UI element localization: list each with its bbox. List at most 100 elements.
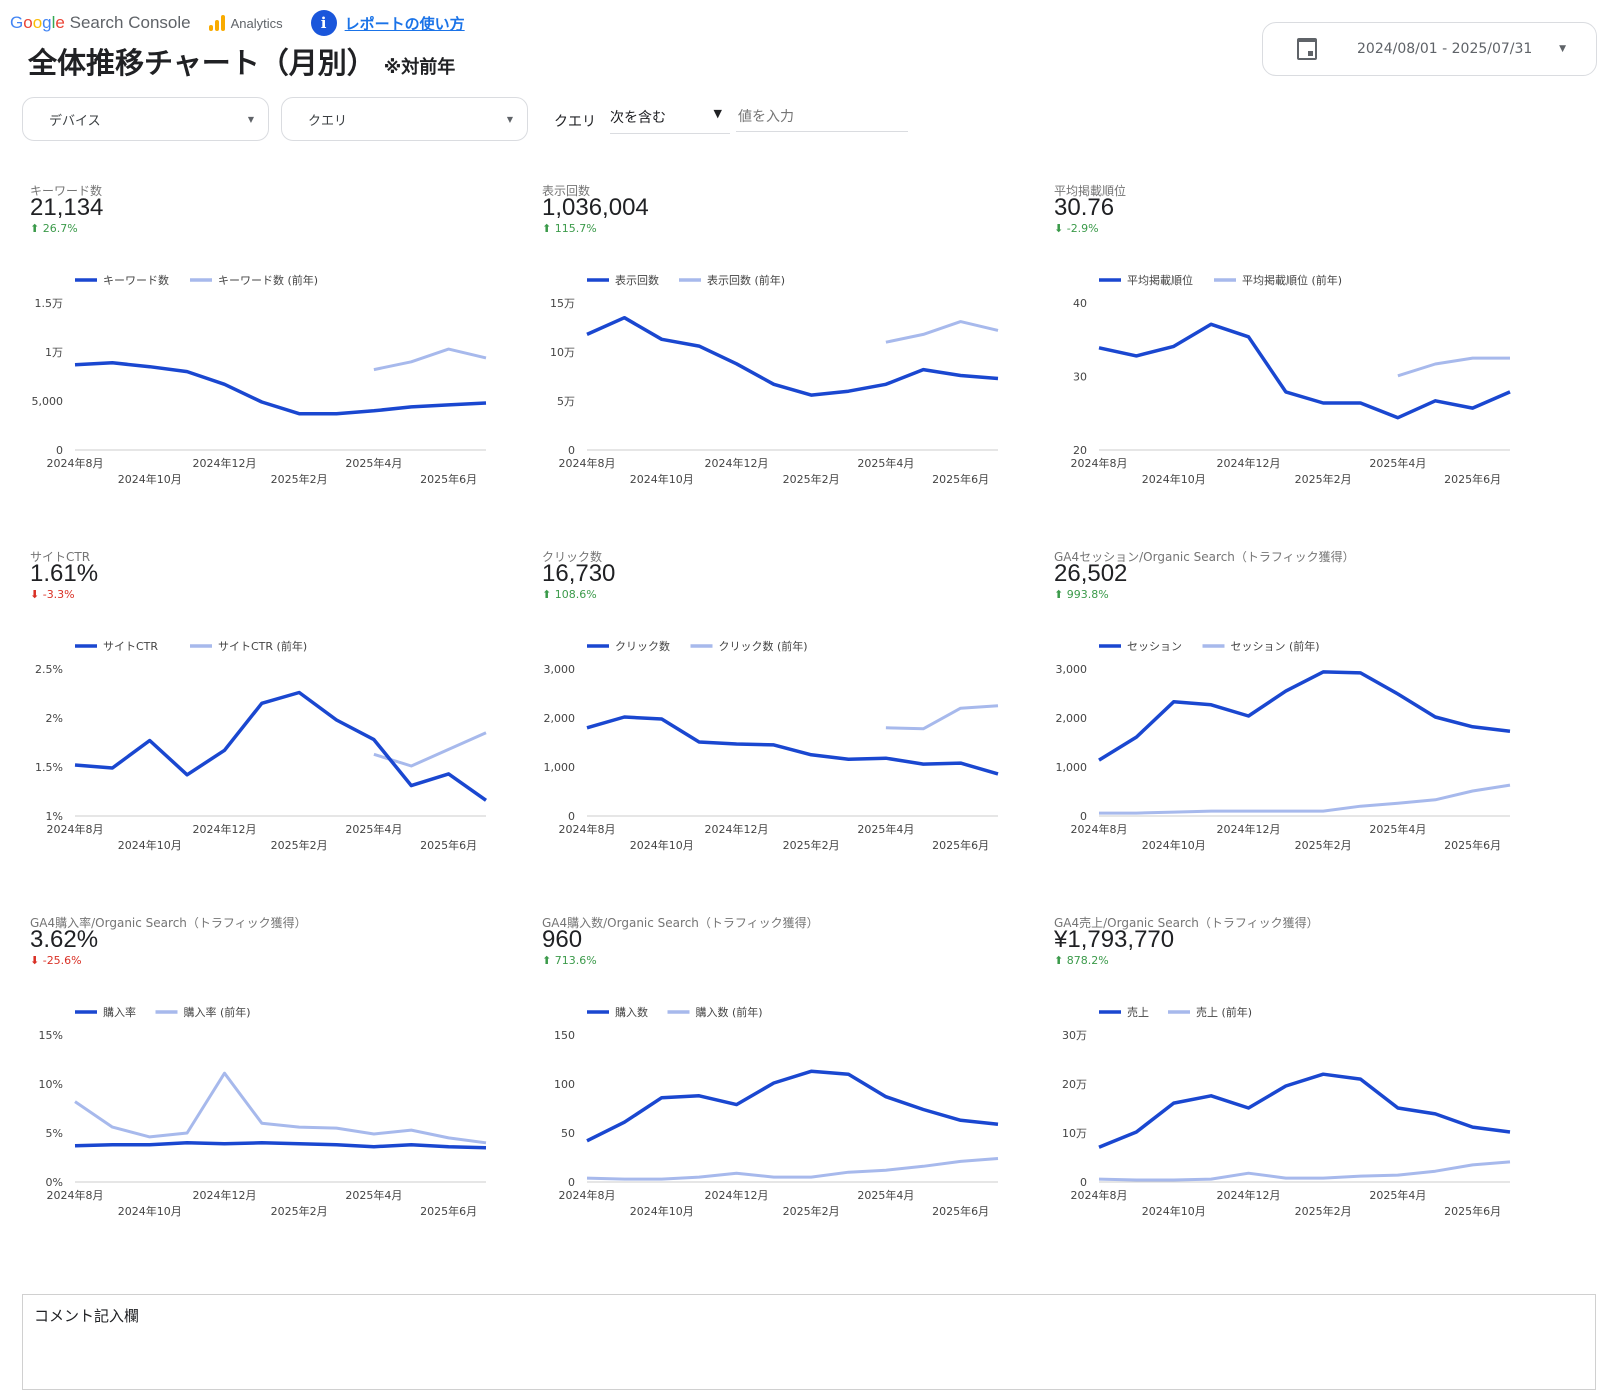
line-chart: キーワード数 キーワード数 (前年) 0 5,000 1万 1.5万 2024年8月 2024…: [32, 273, 487, 486]
x-tick-label: 2025年4月: [857, 456, 914, 470]
metric-label: GA4売上/Organic Search（トラフィック獲得）: [1054, 916, 1319, 930]
x-tick-label: 2025年6月: [1444, 1204, 1501, 1218]
arrow-up-icon: ⬆: [1054, 954, 1064, 967]
metric-delta-value: 878.2%: [1066, 954, 1109, 967]
metric-panel: 平均掲載順位 30.76 ⬇ -2.9% 平均掲載順位 平均掲載順位 (前年) 20 3…: [1044, 170, 1544, 510]
arrow-up-icon: ⬆: [30, 222, 40, 235]
previous-year-line: [885, 704, 999, 731]
metric-panel: クリック数 16,730 ⬆ 108.6% クリック数 クリック数 (前年) 0 1,0…: [532, 536, 1032, 876]
help-link[interactable]: i レポートの使い方: [310, 10, 465, 36]
y-tick-label: 0: [56, 444, 63, 457]
legend-label: キーワード数: [103, 274, 169, 287]
metric-panel: GA4セッション/Organic Search（トラフィック獲得） 26,502…: [1044, 536, 1544, 876]
metric-delta: ⬆ 993.8%: [1054, 588, 1109, 601]
x-tick-label: 2024年8月: [47, 456, 104, 470]
x-tick-label: 2025年6月: [1444, 838, 1501, 852]
arrow-up-icon: ⬆: [542, 954, 552, 967]
analytics-logo[interactable]: Analytics: [208, 15, 283, 31]
x-tick-label: 2024年8月: [47, 1188, 104, 1202]
x-tick-label: 2024年10月: [630, 838, 694, 852]
x-tick-label: 2025年2月: [1295, 838, 1352, 852]
line-chart: 購入数 購入数 (前年) 0 50 100 150 2024年8月 2024年12月 2025年…: [554, 1005, 999, 1218]
current-line: [586, 1069, 999, 1143]
x-tick-label: 2024年12月: [1216, 1188, 1280, 1202]
y-tick-label: 1.5%: [35, 761, 63, 774]
y-tick-label: 50: [561, 1127, 575, 1140]
current-line: [74, 1141, 487, 1150]
current-line: [586, 715, 999, 776]
y-tick-label: 10%: [39, 1078, 63, 1091]
y-tick-label: 2.5%: [35, 663, 63, 676]
arrow-up-icon: ⬆: [1054, 588, 1064, 601]
current-line: [74, 361, 487, 416]
analytics-logo-text: Analytics: [230, 15, 283, 31]
x-tick-label: 2025年6月: [420, 472, 477, 486]
query-text-filter: クエリ 次を含む ▼: [554, 107, 908, 134]
x-tick-label: 2024年12月: [192, 456, 256, 470]
metric-label: GA4購入率/Organic Search（トラフィック獲得）: [30, 916, 307, 930]
metric-label: GA4購入数/Organic Search（トラフィック獲得）: [542, 916, 819, 930]
x-tick-label: 2025年4月: [1369, 822, 1426, 836]
search-console-logo-text: Search Console: [69, 13, 191, 32]
x-tick-label: 2025年2月: [1295, 1204, 1352, 1218]
y-tick-label: 5万: [557, 395, 575, 408]
x-tick-label: 2024年12月: [1216, 456, 1280, 470]
x-tick-label: 2024年8月: [559, 822, 616, 836]
page-title-text: 全体推移チャート（月別）: [28, 46, 376, 80]
x-tick-label: 2024年10月: [118, 1204, 182, 1218]
y-tick-label: 15万: [550, 297, 575, 310]
line-chart: 売上 売上 (前年) 0 10万 20万 30万 2024年8月 2024年12月 2025年4…: [1062, 1005, 1511, 1218]
x-tick-label: 2024年10月: [630, 472, 694, 486]
y-tick-label: 10万: [1062, 1127, 1087, 1140]
metric-label: サイトCTR: [30, 550, 91, 564]
query-filter[interactable]: クエリ ▼: [281, 97, 528, 141]
metric-panel: GA4購入数/Organic Search（トラフィック獲得） 960 ⬆ 71…: [532, 902, 1032, 1242]
legend-label: 購入数 (前年): [696, 1005, 763, 1019]
legend-label: クリック数 (前年): [719, 639, 808, 653]
comment-label: コメント記入欄: [34, 1307, 140, 1325]
query-operator-select[interactable]: 次を含む ▼: [610, 107, 730, 134]
y-tick-label: 1万: [45, 346, 63, 359]
chevron-down-icon: ▼: [247, 114, 254, 124]
y-tick-label: 0: [568, 444, 575, 457]
metric-delta: ⬆ 878.2%: [1054, 954, 1109, 967]
date-range-picker[interactable]: 2024/08/01 - 2025/07/31 ▼: [1262, 22, 1597, 76]
legend-label: セッション (前年): [1231, 639, 1320, 653]
chevron-down-icon: ▼: [506, 114, 513, 124]
comment-box[interactable]: コメント記入欄: [22, 1294, 1596, 1390]
device-filter[interactable]: デバイス ▼: [22, 97, 269, 141]
x-tick-label: 2025年4月: [345, 1188, 402, 1202]
line-chart: セッション セッション (前年) 0 1,000 2,000 3,000 2024年8月 20…: [1056, 639, 1511, 852]
arrow-up-icon: ⬆: [542, 222, 552, 235]
query-value-input[interactable]: [736, 109, 908, 132]
search-console-logo[interactable]: Google Search Console: [10, 13, 191, 32]
x-tick-label: 2024年8月: [559, 1188, 616, 1202]
y-tick-label: 5%: [46, 1127, 63, 1140]
metric-panel: GA4売上/Organic Search（トラフィック獲得） ¥1,793,77…: [1044, 902, 1544, 1242]
metric-delta-value: -2.9%: [1066, 222, 1099, 235]
arrow-down-icon: ⬇: [30, 588, 40, 601]
help-link-text[interactable]: レポートの使い方: [344, 14, 465, 33]
metric-value: 1,036,004: [542, 194, 649, 221]
x-tick-label: 2024年8月: [47, 822, 104, 836]
line-chart: 購入率 購入率 (前年) 0% 5% 10% 15% 2024年8月 2024年12月 2025…: [39, 1005, 487, 1218]
metric-label: GA4セッション/Organic Search（トラフィック獲得）: [1054, 550, 1355, 564]
legend-label: セッション: [1127, 640, 1182, 653]
metric-delta-value: 713.6%: [554, 954, 597, 967]
y-tick-label: 2%: [46, 712, 63, 725]
y-tick-label: 30万: [1062, 1029, 1087, 1042]
legend-label: 表示回数 (前年): [707, 273, 785, 287]
metric-value: 960: [542, 926, 583, 953]
y-tick-label: 5,000: [32, 395, 64, 408]
metric-value: 16,730: [542, 560, 616, 587]
x-tick-label: 2025年2月: [271, 1204, 328, 1218]
line-chart: 表示回数 表示回数 (前年) 0 5万 10万 15万 2024年8月 2024年12月 202…: [550, 273, 999, 486]
arrow-down-icon: ⬇: [1054, 222, 1064, 235]
x-tick-label: 2025年4月: [1369, 1188, 1426, 1202]
x-tick-label: 2025年4月: [345, 456, 402, 470]
calendar-icon: [1297, 38, 1317, 60]
x-tick-label: 2025年2月: [783, 472, 840, 486]
x-tick-label: 2024年10月: [630, 1204, 694, 1218]
x-tick-label: 2024年8月: [1071, 822, 1128, 836]
y-tick-label: 2,000: [1056, 712, 1088, 725]
